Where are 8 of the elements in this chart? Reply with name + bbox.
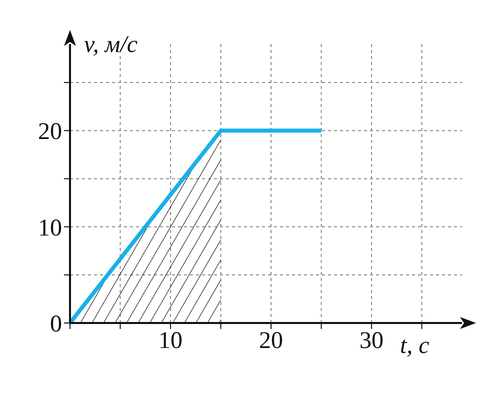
x-axis-title: t, с (400, 333, 430, 359)
x-tick-label: 30 (360, 328, 384, 354)
x-tick-label: 20 (259, 328, 284, 354)
x-tick-label: 10 (158, 328, 183, 354)
y-tick-label: 20 (38, 119, 62, 146)
y-axis-title: v, м/с (84, 32, 138, 58)
y-tick-label: 10 (38, 215, 62, 242)
y-tick-label: 0 (50, 312, 62, 338)
